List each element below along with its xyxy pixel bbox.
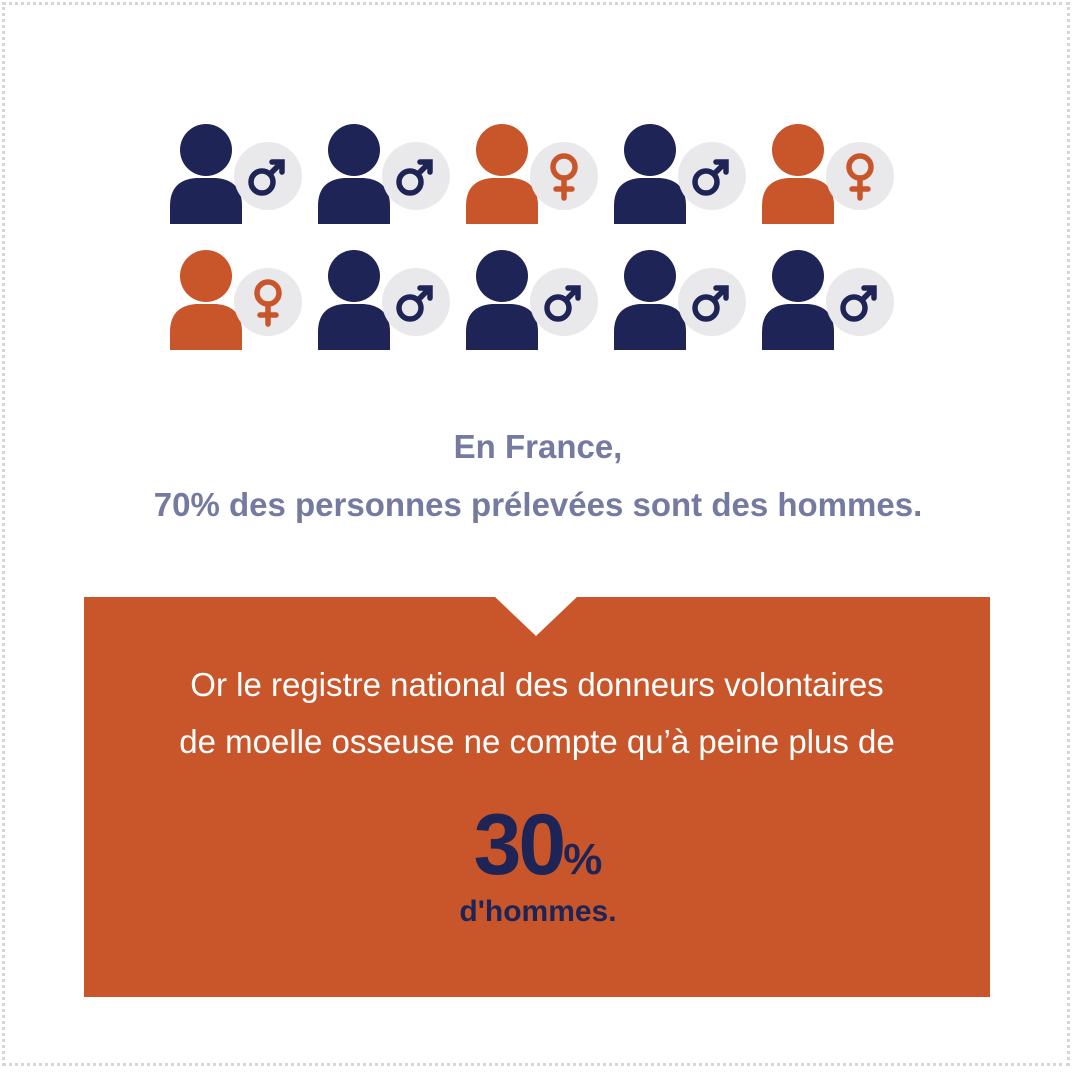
male-person-icon	[462, 246, 602, 350]
callout-line-1: Or le registre national des donneurs vol…	[190, 666, 884, 703]
highlight-sub-label: d'hommes.	[459, 895, 617, 928]
male-person-icon	[314, 246, 454, 350]
female-symbol-icon	[254, 279, 282, 327]
male-symbol-icon	[692, 159, 729, 196]
male-symbol-icon	[544, 285, 581, 322]
female-symbol-icon	[846, 153, 874, 201]
female-symbol-icon	[550, 153, 578, 201]
male-symbol-icon	[840, 285, 877, 322]
headline: En France, 70% des personnes prélevées s…	[0, 418, 1076, 534]
highlight-number: 30	[473, 797, 567, 893]
female-person-icon	[166, 246, 306, 350]
highlight-percent-sign: %	[563, 835, 603, 884]
male-symbol-icon	[396, 159, 433, 196]
people-icon-grid	[166, 120, 910, 356]
male-symbol-icon	[692, 285, 729, 322]
male-person-icon	[610, 120, 750, 224]
male-person-icon	[610, 246, 750, 350]
male-symbol-icon	[396, 285, 433, 322]
highlight-percentage: 30%	[0, 800, 1076, 905]
female-person-icon	[462, 120, 602, 224]
callout-box	[84, 597, 990, 997]
callout-line-2: de moelle osseuse ne compte qu’à peine p…	[179, 723, 895, 760]
male-person-icon	[166, 120, 306, 224]
callout-notch	[494, 596, 578, 636]
male-symbol-icon	[248, 159, 285, 196]
headline-line-1: En France,	[453, 428, 623, 465]
male-person-icon	[758, 246, 898, 350]
female-person-icon	[758, 120, 898, 224]
male-person-icon	[314, 120, 454, 224]
callout-text: Or le registre national des donneurs vol…	[84, 656, 990, 770]
headline-line-2: 70% des personnes prélevées sont des hom…	[153, 486, 923, 523]
